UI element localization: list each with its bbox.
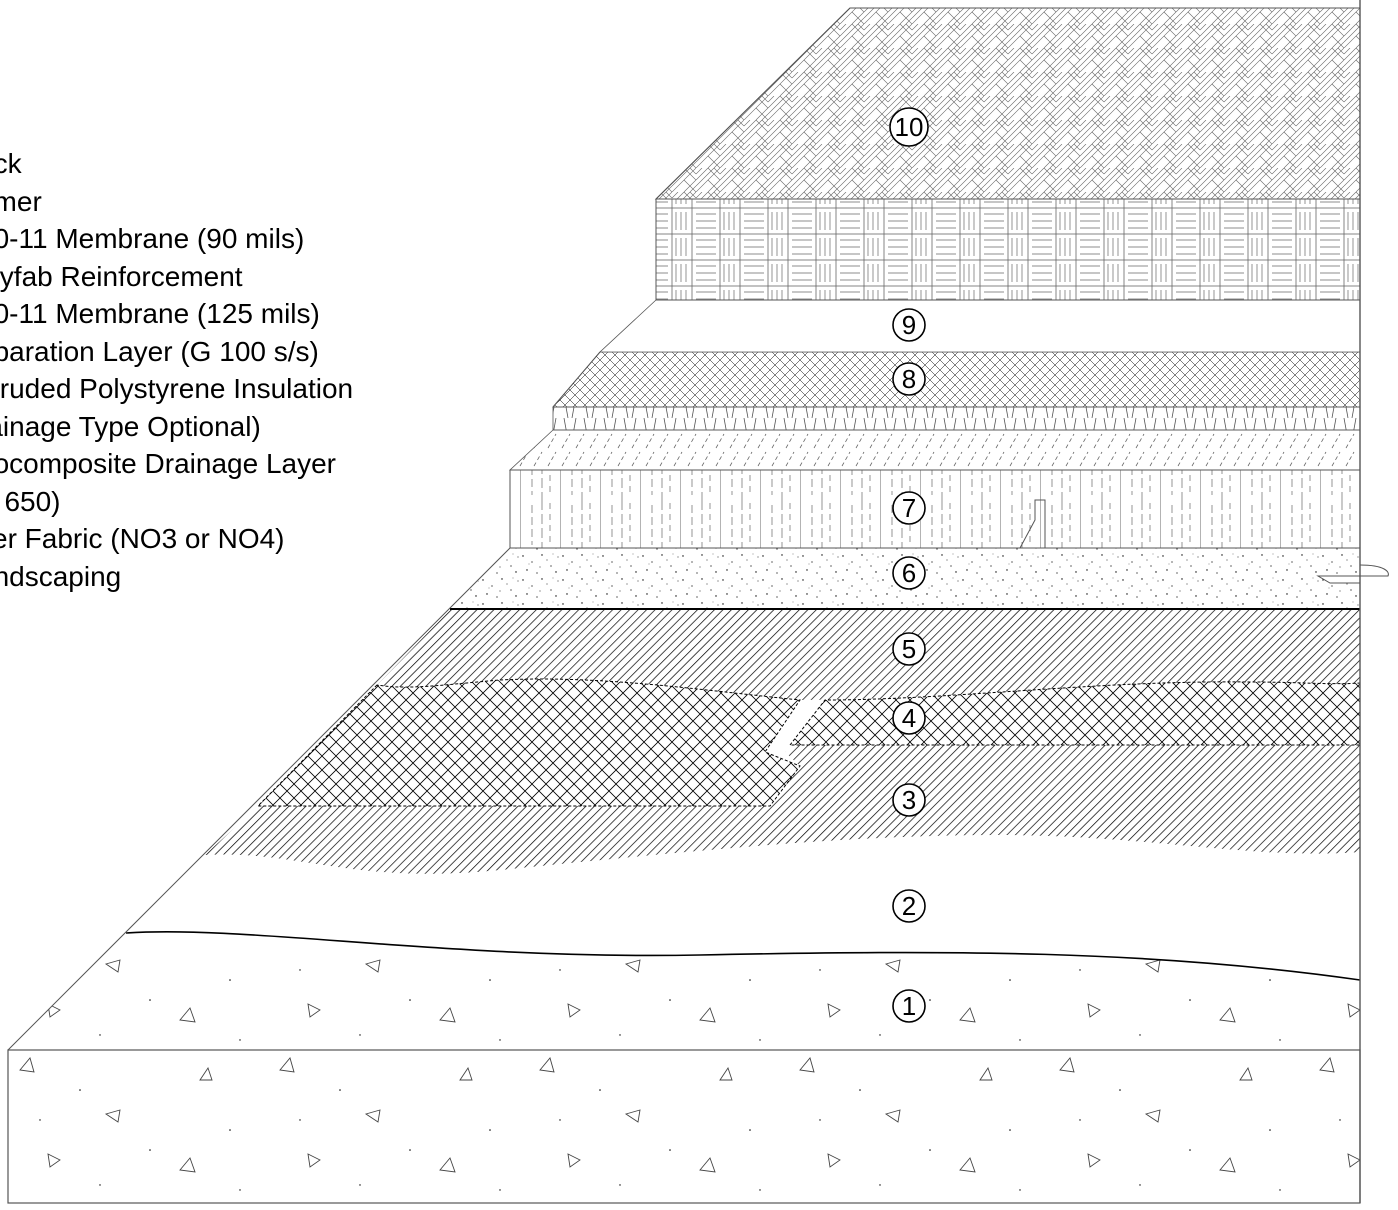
- layer-legend: eck rimer 90-11 Membrane (90 mils) olyfa…: [0, 145, 353, 595]
- legend-item: olyfab Reinforcement: [0, 260, 243, 292]
- layer-marker-4: 4: [892, 701, 926, 735]
- layer-marker-3: 3: [892, 783, 926, 817]
- legend-item: eck: [0, 148, 22, 179]
- legend-item: andscaping: [0, 560, 122, 592]
- layer-marker-7: 7: [892, 491, 926, 525]
- marker-circle: [892, 783, 926, 817]
- layer-marker-10: 10: [889, 107, 929, 147]
- marker-circle: [892, 362, 926, 396]
- insulation-joint: [1019, 499, 1046, 549]
- legend-item: B 650): [0, 485, 61, 517]
- marker-number: 4: [902, 703, 916, 733]
- marker-circle: [892, 491, 926, 525]
- layer-8-drainage-base: [508, 429, 1361, 471]
- marker-circle: [892, 701, 926, 735]
- layer-marker-9: 9: [892, 308, 926, 342]
- layer-7-insulation: [509, 469, 1361, 549]
- layer-marker-6: 6: [892, 556, 926, 590]
- marker-number: 9: [902, 310, 916, 340]
- marker-number: 8: [902, 364, 916, 394]
- layer-8-drainage-top: [552, 351, 1361, 408]
- marker-circle: [892, 308, 926, 342]
- marker-number: 1: [902, 991, 916, 1021]
- marker-circle: [892, 556, 926, 590]
- layer-8-drainage-core: [552, 406, 1361, 431]
- legend-item: xtruded Polystyrene Insulation: [0, 373, 354, 404]
- legend-item: 90-11 Membrane (125 mils): [0, 298, 320, 329]
- layer-10-landscaping: [654, 7, 1361, 200]
- layer-5-membrane: [377, 610, 1360, 700]
- marker-circle: [889, 107, 929, 147]
- legend-item: lter Fabric (NO3 or NO4): [0, 523, 285, 554]
- layer-marker-2: 2: [892, 889, 926, 923]
- legend-item: rainage Type Optional): [0, 410, 261, 442]
- marker-number: 3: [902, 785, 916, 815]
- marker-circle: [892, 889, 926, 923]
- layer-4-polyfab-left: [256, 678, 801, 807]
- primer-boundary-line: [125, 931, 1361, 981]
- marker-number: 6: [902, 558, 916, 588]
- marker-number: 7: [902, 493, 916, 523]
- layer-marker-5: 5: [892, 632, 926, 666]
- left-slope-edge: [7, 7, 851, 1051]
- marker-number: 5: [902, 634, 916, 664]
- separation-fold: [1316, 564, 1389, 584]
- marker-number: 10: [895, 112, 924, 142]
- layer-marker-8: 8: [892, 362, 926, 396]
- legend-item: rimer: [0, 185, 42, 217]
- layer-marker-1: 1: [892, 989, 926, 1023]
- marker-number: 2: [902, 891, 916, 921]
- legend-item: eparation Layer (G 100 s/s): [0, 335, 319, 367]
- marker-circle: [892, 632, 926, 666]
- deck-front-face: [7, 1049, 1361, 1204]
- marker-circle: [892, 989, 926, 1023]
- layer-number-markers: 1 2 3 4 5 6 7 8 9 10: [889, 107, 929, 1023]
- layer-2-primer: [126, 855, 1360, 980]
- layer-1-deck: [8, 931, 1360, 1050]
- legend-item: 90-11 Membrane (90 mils): [0, 223, 305, 254]
- legend-item: eocomposite Drainage Layer: [0, 448, 336, 479]
- layer-4-polyfab-right: [788, 681, 1361, 746]
- layer-10-pavers: [655, 198, 1361, 301]
- layer-3-membrane: [205, 745, 1360, 874]
- layer-9-filter-fabric: [598, 299, 1361, 353]
